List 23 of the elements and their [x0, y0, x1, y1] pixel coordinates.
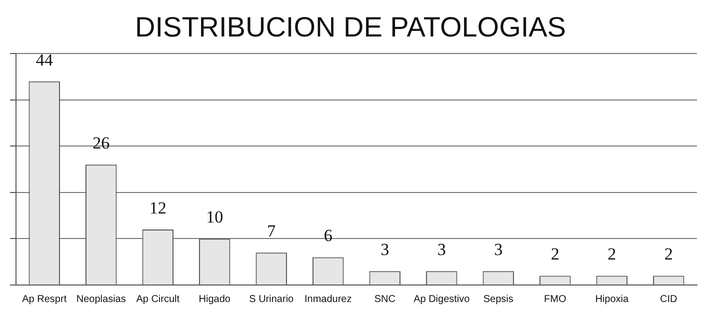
data-label: 2	[608, 244, 616, 264]
x-tick-label: Neoplasias	[76, 294, 126, 305]
data-label: 7	[267, 222, 276, 241]
x-tick-label: Ap Resprt	[22, 294, 67, 305]
data-label: 12	[149, 198, 166, 218]
data-label: 3	[380, 240, 390, 260]
data-label: 3	[494, 240, 503, 260]
x-tick-label: SNC	[374, 294, 396, 305]
x-tick-label: Ap Digestivo	[414, 294, 470, 305]
x-tick-label: CID	[660, 294, 678, 305]
data-label: 44	[36, 50, 54, 70]
chart-title: DISTRIBUCION DE PATOLOGIAS	[135, 12, 566, 43]
data-label: 3	[437, 240, 446, 260]
x-tick-label: Hipoxia	[595, 294, 629, 305]
data-label: 2	[664, 244, 673, 264]
x-tick-label: Inmadurez	[304, 294, 352, 305]
x-tick-label: Ap Circult	[136, 294, 180, 305]
x-tick-label: Higado	[198, 294, 231, 305]
data-label: 2	[550, 244, 560, 264]
x-tick-label: Sepsis	[483, 294, 514, 305]
x-tick-label: FMO	[544, 294, 566, 305]
data-label: 10	[206, 208, 224, 227]
x-tick-label: S Urinario	[249, 294, 294, 305]
